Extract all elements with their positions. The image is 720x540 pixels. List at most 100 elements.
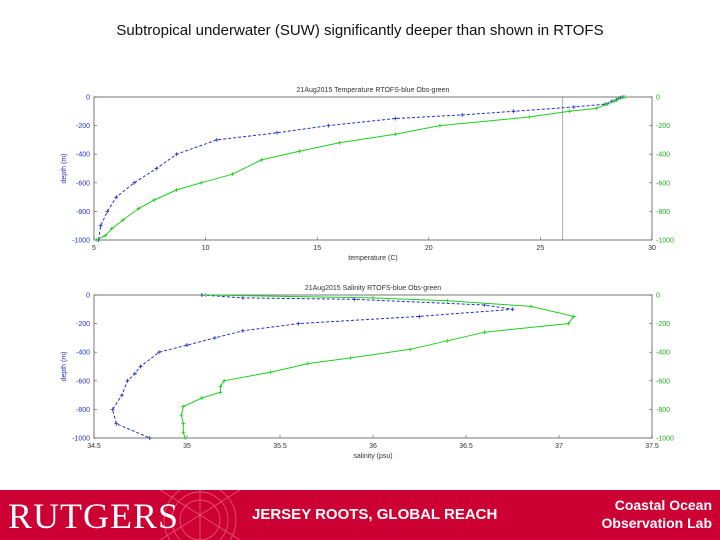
series-2-point	[616, 96, 621, 101]
y-tick-label: -600	[76, 378, 90, 385]
series-line-2	[95, 96, 626, 241]
x-axis-label: temperature (C)	[348, 255, 397, 262]
y-tick-label: -200	[76, 321, 90, 328]
series-line-2	[180, 294, 575, 439]
series-2-point	[623, 95, 628, 99]
series-1-point	[110, 407, 115, 412]
series-2-point	[136, 206, 141, 211]
series-1-point	[275, 130, 280, 135]
chart-title: 21Aug2015 Temperature RTOFS-blue Obs-gre…	[297, 87, 450, 94]
series-2-point	[529, 304, 534, 309]
right-y-tick-label: -200	[656, 321, 670, 328]
series-2-point	[94, 238, 99, 242]
series-2-point	[571, 314, 576, 319]
x-axis-label: salinity (psu)	[353, 453, 392, 460]
series-line-1	[112, 294, 513, 439]
y-tick-label: 0	[86, 95, 90, 102]
series-2-point	[230, 172, 235, 177]
series-2-point	[218, 390, 223, 395]
right-y-tick-label: 0	[656, 95, 660, 102]
series-1-point	[114, 195, 119, 200]
series-2-point	[305, 361, 310, 366]
series-2-point	[268, 370, 273, 375]
series-2-point	[121, 217, 126, 222]
series-2-point	[482, 330, 487, 335]
y-axis-label: depth (m)	[61, 352, 68, 382]
series-2-point	[612, 99, 617, 104]
x-tick-label: 35	[183, 443, 191, 450]
series-1-point	[296, 321, 301, 326]
y-tick-label: -400	[76, 350, 90, 357]
x-tick-label: 35.5	[273, 443, 287, 450]
x-tick-label: 36	[369, 443, 377, 450]
series-2-point	[393, 132, 398, 137]
series-2-point	[297, 149, 302, 154]
series-2-point	[181, 421, 186, 426]
right-y-tick-label: -600	[656, 180, 670, 187]
footer-decoration	[159, 490, 241, 540]
chart-title: 21Aug2015 Salinity RTOFS-blue Obs-green	[305, 285, 441, 292]
series-1-point	[147, 436, 152, 440]
series-1-point	[157, 350, 162, 355]
right-y-tick-label: -800	[656, 209, 670, 216]
series-2-point	[179, 413, 184, 418]
x-tick-label: 37.5	[645, 443, 659, 450]
series-2-point	[199, 395, 204, 400]
series-2-point	[222, 378, 227, 383]
right-y-tick-label: -800	[656, 407, 670, 414]
series-2-point	[181, 430, 186, 435]
series-1-point	[240, 328, 245, 333]
series-1-point	[98, 223, 103, 228]
series-1-point	[114, 421, 119, 426]
series-1-point	[125, 378, 130, 383]
lab-name: Coastal Ocean Observation Lab	[602, 496, 712, 532]
series-1-point	[132, 180, 137, 185]
y-tick-label: -200	[76, 123, 90, 130]
series-2-point	[203, 293, 208, 297]
series-2-point	[181, 404, 186, 409]
series-2-point	[605, 102, 610, 107]
series-1-point	[119, 393, 124, 398]
y-tick-label: -1000	[72, 436, 90, 443]
series-1-point	[105, 209, 110, 214]
series-2-point	[348, 355, 353, 360]
y-tick-label: -600	[76, 180, 90, 187]
right-y-tick-label: -1000	[656, 238, 674, 245]
series-1-point	[417, 314, 422, 319]
plot-frame	[93, 294, 653, 439]
right-y-tick-label: -400	[656, 350, 670, 357]
series-2-point	[437, 123, 442, 128]
plots-canvas: 21Aug2015 Temperature RTOFS-blue Obs-gre…	[61, 87, 674, 460]
plot-frame	[93, 96, 653, 241]
series-2-point	[218, 384, 223, 389]
series-2-point	[152, 197, 157, 202]
series-1-point	[511, 109, 516, 114]
right-y-tick-label: 0	[656, 293, 660, 300]
series-2-point	[445, 338, 450, 343]
x-tick-label: 30	[648, 245, 656, 252]
series-1-point	[326, 123, 331, 128]
footer-banner: RUTGERS JERSEY ROOTS, GLOBAL REACH Coast…	[0, 490, 720, 540]
series-1-point	[571, 105, 576, 110]
series-1-point	[185, 343, 189, 348]
chart-1: 21Aug2015 Temperature RTOFS-blue Obs-gre…	[61, 87, 674, 262]
y-tick-label: -400	[76, 152, 90, 159]
series-2-point	[408, 347, 413, 352]
x-tick-label: 20	[425, 245, 433, 252]
series-2-point	[594, 106, 599, 111]
x-tick-label: 25	[537, 245, 545, 252]
x-tick-label: 36.5	[459, 443, 473, 450]
lab-name-line1: Coastal Ocean	[614, 497, 712, 513]
y-tick-label: 0	[86, 293, 90, 300]
series-2-point	[337, 140, 342, 145]
series-1-point	[132, 371, 137, 376]
series-1-point	[393, 116, 398, 121]
x-tick-label: 10	[202, 245, 210, 252]
series-2-point	[109, 226, 114, 231]
slide-title: Subtropical underwater (SUW) significant…	[116, 22, 604, 39]
series-2-point	[199, 180, 204, 185]
series-1-point	[138, 364, 143, 369]
y-axis-label: depth (m)	[61, 154, 68, 184]
series-1-point	[510, 307, 515, 312]
series-line-1	[98, 96, 624, 241]
